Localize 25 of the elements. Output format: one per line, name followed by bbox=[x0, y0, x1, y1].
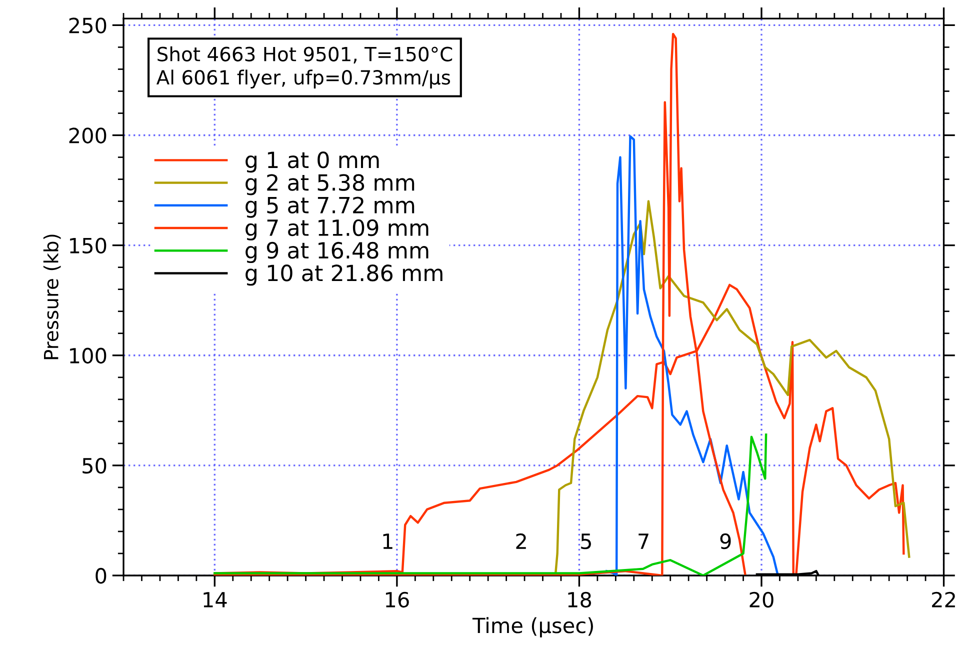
legend-label: g 1 at 0 mm bbox=[246, 151, 379, 173]
y-tick-label: 100 bbox=[70, 348, 106, 364]
y-tick-label: 200 bbox=[69, 128, 106, 144]
legend-label: g 7 at 11.09 mm bbox=[246, 219, 428, 240]
x-tick-label: 16 bbox=[386, 592, 409, 608]
y-tick-label: 50 bbox=[82, 458, 106, 474]
legend-label: g 2 at 5.38 mm bbox=[246, 174, 414, 196]
annotation: 7 bbox=[638, 534, 648, 549]
x-tick-label: 22 bbox=[932, 592, 955, 608]
annotation: 9 bbox=[720, 533, 731, 550]
annotation: 5 bbox=[581, 534, 591, 550]
annotation: Shot 4663 Hot 9501, T=150°C Al 6061 flyer, ufp=0.73mm/μs bbox=[156, 46, 452, 88]
annotation: 2 bbox=[516, 533, 526, 549]
legend-label: g 9 at 16.48 mm bbox=[246, 242, 428, 264]
legend-label: g 10 at 21.86 mm bbox=[246, 264, 442, 286]
y-tick-label: 250 bbox=[69, 18, 106, 34]
y-tick-label: 0 bbox=[96, 568, 106, 584]
annotation: 1 bbox=[383, 534, 392, 549]
x-tick-label: 14 bbox=[204, 592, 227, 608]
legend-label: g 5 at 7.72 mm bbox=[246, 196, 414, 218]
y-tick-label: 150 bbox=[70, 238, 106, 254]
x-tick-label: 20 bbox=[750, 592, 774, 608]
x-axis-title: Time (μsec) bbox=[472, 617, 593, 638]
x-tick-label: 18 bbox=[568, 592, 592, 608]
y-axis-title: Pressure (kb) bbox=[43, 234, 61, 360]
